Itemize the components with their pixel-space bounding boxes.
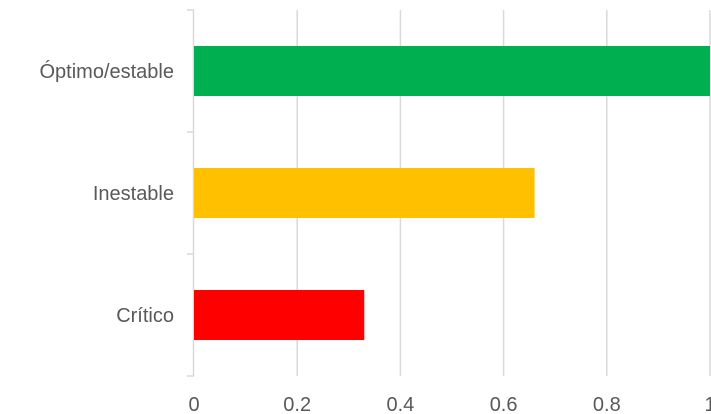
category-label: Óptimo/estable [39,60,174,83]
x-tick-label: 0.2 [283,394,311,414]
x-tick-label: 1 [704,394,711,414]
x-tick-label: 0.6 [490,394,518,414]
category-labels: Óptimo/estable Inestable Crítico [39,60,174,327]
bar-3 [194,290,365,340]
bar-2 [194,168,535,218]
category-axis [187,9,195,377]
category-label: Crítico [116,305,174,327]
x-tick-label: 0.8 [593,394,621,414]
x-tick-label: 0 [188,394,199,414]
category-label: Inestable [93,183,174,205]
bars [194,46,710,340]
x-tick-label: 0.4 [386,394,414,414]
x-tick-labels: 0 0.2 0.4 0.6 0.8 1 [188,394,711,414]
bar-1 [194,46,710,96]
